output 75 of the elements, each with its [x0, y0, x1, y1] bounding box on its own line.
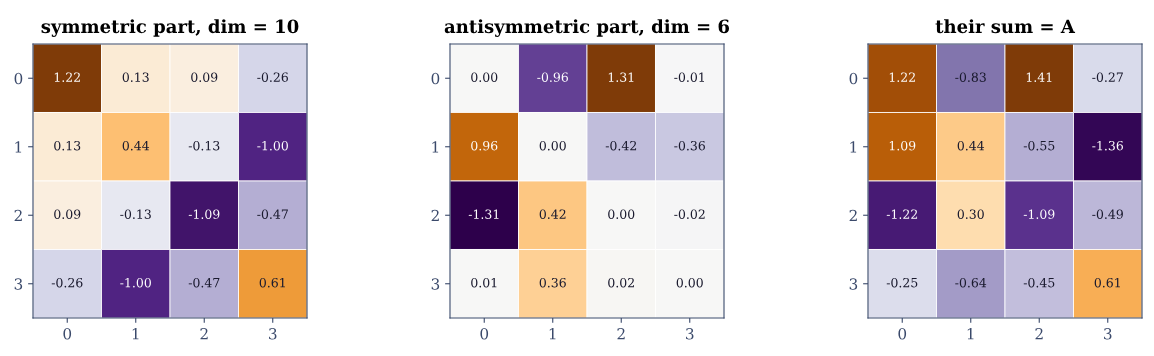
data-label: 0.00	[676, 277, 703, 288]
data-label: 1.22	[54, 72, 80, 82]
data-label: -1.22	[886, 209, 918, 219]
y-tick-label: 1	[15, 141, 22, 153]
x-tick-label: 3	[1104, 327, 1112, 340]
y-tick-label: 2	[14, 209, 22, 222]
data-label: -0.13	[188, 140, 220, 151]
data-label: 0.02	[608, 277, 634, 288]
data-label: 0.13	[122, 72, 149, 82]
data-label: -0.55	[1023, 140, 1055, 151]
y-tick-label: 2	[849, 209, 857, 222]
data-label: -0.47	[257, 209, 288, 219]
data-label: -1.36	[1092, 140, 1123, 151]
x-tick-label: 3	[269, 327, 277, 340]
data-label: 0.30	[957, 209, 984, 219]
data-label: -1.31	[468, 209, 499, 219]
y-tick-label: 3	[14, 278, 23, 290]
x-tick-label: 0	[480, 327, 489, 340]
y-tick-label: 1	[850, 141, 857, 153]
data-label: 1.41	[1026, 72, 1052, 82]
y-tick-label: 1	[432, 141, 439, 153]
data-label: 0.09	[54, 209, 81, 219]
chart-title: symmetric part, dim = 10	[41, 19, 299, 37]
data-label: -0.01	[674, 72, 704, 82]
x-tick-label: 2	[617, 327, 625, 340]
data-label: 0.13	[54, 140, 81, 151]
data-label: -0.49	[1092, 209, 1123, 219]
data-label: 0.01	[471, 277, 497, 288]
y-tick-label: 0	[849, 72, 858, 85]
data-label: -0.96	[537, 72, 568, 82]
x-tick-label: 1	[132, 327, 139, 340]
data-label: -0.25	[886, 277, 918, 288]
data-label: -1.00	[120, 277, 151, 288]
data-label: 0.61	[259, 277, 285, 288]
data-label: -0.36	[674, 140, 705, 151]
y-tick-label: 3	[849, 278, 858, 290]
data-label: 0.96	[471, 140, 498, 151]
chart-title: antisymmetric part, dim = 6	[444, 19, 730, 37]
y-tick-label: 0	[431, 72, 440, 85]
data-label: 0.09	[191, 72, 218, 82]
chart-title: their sum = A	[935, 19, 1076, 34]
x-tick-label: 0	[63, 327, 72, 340]
data-label: -0.47	[188, 277, 220, 288]
data-label: 0.44	[957, 140, 985, 151]
data-label: 0.00	[608, 209, 635, 219]
x-tick-label: 3	[686, 327, 694, 340]
data-label: 0.44	[122, 140, 150, 151]
data-label: 0.61	[1094, 277, 1120, 288]
data-label: -0.02	[674, 209, 705, 219]
data-label: 1.22	[889, 72, 915, 82]
data-label: -1.00	[257, 140, 288, 151]
y-tick-label: 3	[431, 278, 440, 290]
y-tick-label: 0	[14, 72, 23, 85]
data-label: -0.26	[257, 72, 288, 82]
data-label: 0.36	[539, 277, 566, 288]
data-label: 0.00	[471, 72, 498, 82]
x-tick-label: 2	[200, 327, 208, 340]
data-label: -1.09	[188, 209, 220, 219]
data-label: -0.42	[605, 140, 637, 151]
data-label: -0.64	[955, 277, 987, 288]
data-label: -1.09	[1023, 209, 1055, 219]
data-label: 1.31	[608, 72, 634, 82]
data-label: -0.13	[120, 209, 151, 219]
x-tick-label: 0	[898, 327, 907, 340]
data-label: -0.27	[1092, 72, 1123, 82]
data-label: -0.45	[1023, 277, 1055, 288]
data-label: -0.83	[955, 72, 986, 82]
x-tick-label: 1	[549, 327, 556, 340]
data-label: 1.09	[889, 140, 916, 151]
data-label: 0.00	[539, 140, 566, 151]
y-tick-label: 2	[431, 209, 439, 222]
data-label: 0.42	[539, 209, 566, 219]
x-tick-label: 2	[1035, 327, 1043, 340]
data-label: -0.26	[51, 277, 83, 288]
x-tick-label: 1	[967, 327, 974, 340]
